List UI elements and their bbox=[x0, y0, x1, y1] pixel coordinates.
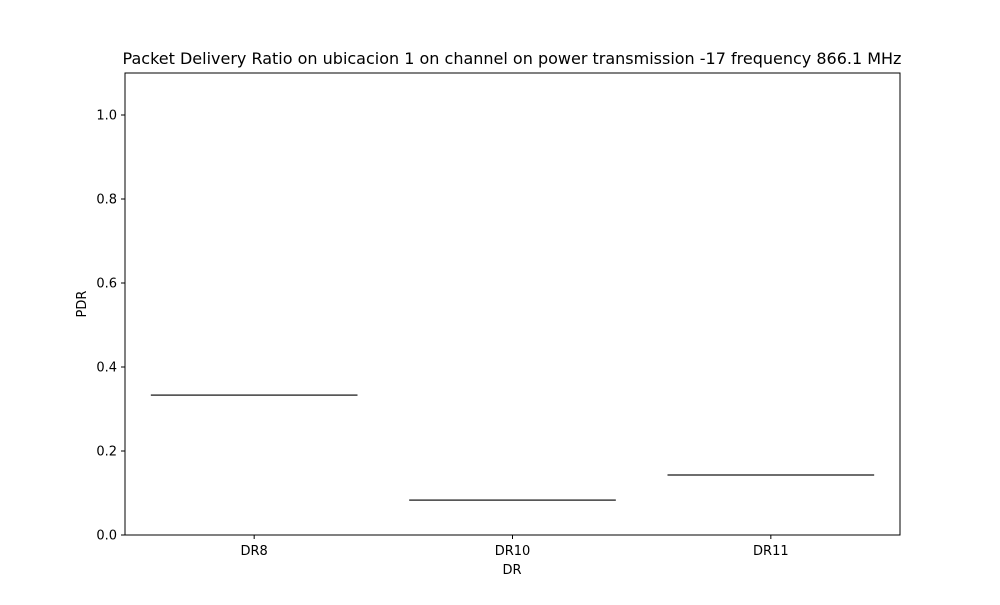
y-axis: 0.0 0.2 0.4 0.6 0.8 1.0 bbox=[96, 109, 125, 544]
y-tick-label: 0.4 bbox=[96, 361, 117, 376]
chart-title: Packet Delivery Ratio on ubicacion 1 on … bbox=[123, 49, 902, 68]
x-tick-label: DR8 bbox=[241, 544, 268, 559]
y-tick-label: 0.0 bbox=[96, 529, 117, 544]
y-tick-label: 0.2 bbox=[96, 445, 117, 460]
plot-frame bbox=[124, 72, 901, 536]
y-tick-label: 1.0 bbox=[96, 109, 117, 124]
y-tick-label: 0.6 bbox=[96, 277, 117, 292]
box-series bbox=[150, 394, 875, 501]
x-tick-label: DR10 bbox=[495, 544, 531, 559]
x-axis: DR8 DR10 DR11 bbox=[241, 535, 789, 559]
x-tick-label: DR11 bbox=[753, 544, 789, 559]
y-tick-label: 0.8 bbox=[96, 193, 117, 208]
x-axis-label: DR bbox=[502, 563, 521, 578]
y-axis-label: PDR bbox=[75, 291, 90, 318]
